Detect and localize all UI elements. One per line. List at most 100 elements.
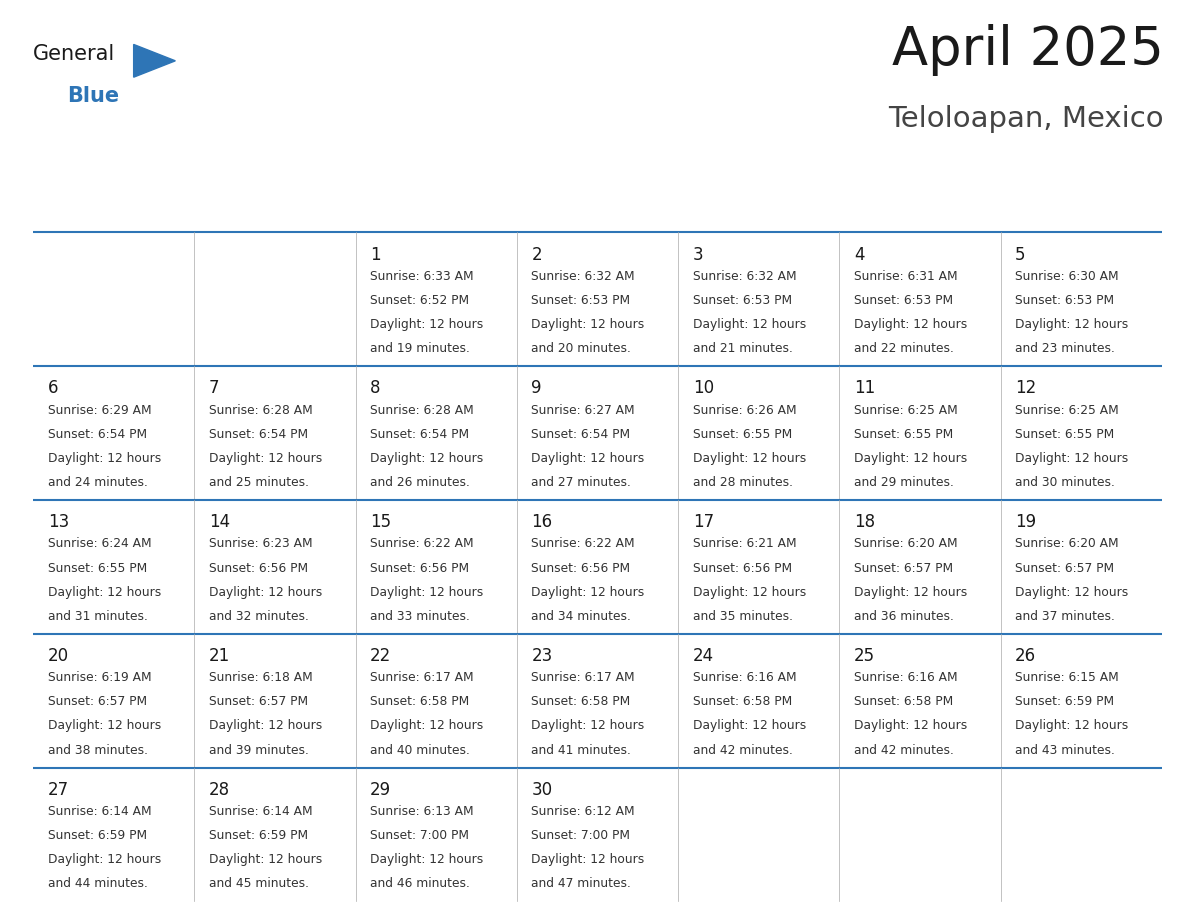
Text: and 34 minutes.: and 34 minutes. [531, 610, 631, 622]
Text: 2: 2 [531, 246, 542, 263]
Text: and 44 minutes.: and 44 minutes. [48, 878, 147, 890]
Text: Daylight: 12 hours: Daylight: 12 hours [531, 586, 645, 599]
Text: General: General [33, 44, 115, 63]
Text: Daylight: 12 hours: Daylight: 12 hours [209, 720, 322, 733]
Text: and 39 minutes.: and 39 minutes. [209, 744, 309, 756]
Text: 28: 28 [209, 781, 230, 799]
Text: Daylight: 12 hours: Daylight: 12 hours [48, 854, 162, 867]
Text: 17: 17 [693, 513, 714, 532]
Text: and 41 minutes.: and 41 minutes. [531, 744, 631, 756]
Text: Thursday: Thursday [694, 194, 778, 211]
Text: Sunset: 6:54 PM: Sunset: 6:54 PM [371, 428, 469, 441]
Text: and 22 minutes.: and 22 minutes. [854, 342, 954, 355]
Text: Sunset: 6:53 PM: Sunset: 6:53 PM [531, 294, 631, 307]
Text: 16: 16 [531, 513, 552, 532]
Text: and 42 minutes.: and 42 minutes. [854, 744, 954, 756]
Text: and 29 minutes.: and 29 minutes. [854, 476, 954, 489]
Text: Sunset: 6:56 PM: Sunset: 6:56 PM [531, 562, 631, 575]
Text: Daylight: 12 hours: Daylight: 12 hours [854, 318, 967, 330]
Text: 26: 26 [1015, 647, 1036, 666]
Text: 9: 9 [531, 379, 542, 397]
Text: Sunrise: 6:30 AM: Sunrise: 6:30 AM [1015, 270, 1119, 283]
Text: Sunrise: 6:12 AM: Sunrise: 6:12 AM [531, 805, 636, 818]
Text: Daylight: 12 hours: Daylight: 12 hours [371, 854, 484, 867]
Text: Tuesday: Tuesday [372, 194, 446, 211]
Text: and 33 minutes.: and 33 minutes. [371, 610, 470, 622]
Text: 19: 19 [1015, 513, 1036, 532]
Text: Sunset: 6:57 PM: Sunset: 6:57 PM [854, 562, 953, 575]
Text: April 2025: April 2025 [892, 25, 1164, 76]
Text: Saturday: Saturday [1017, 194, 1098, 211]
Text: and 46 minutes.: and 46 minutes. [371, 878, 470, 890]
Text: Sunrise: 6:18 AM: Sunrise: 6:18 AM [209, 671, 312, 684]
Text: 25: 25 [854, 647, 876, 666]
Text: Daylight: 12 hours: Daylight: 12 hours [531, 452, 645, 465]
Text: and 43 minutes.: and 43 minutes. [1015, 744, 1116, 756]
Text: Sunrise: 6:25 AM: Sunrise: 6:25 AM [854, 404, 958, 417]
Text: 1: 1 [371, 246, 381, 263]
Text: Daylight: 12 hours: Daylight: 12 hours [693, 318, 805, 330]
Text: Sunrise: 6:14 AM: Sunrise: 6:14 AM [209, 805, 312, 818]
Text: Daylight: 12 hours: Daylight: 12 hours [1015, 586, 1129, 599]
Text: Sunset: 6:56 PM: Sunset: 6:56 PM [371, 562, 469, 575]
Text: 30: 30 [531, 781, 552, 799]
Text: Daylight: 12 hours: Daylight: 12 hours [854, 720, 967, 733]
Text: and 42 minutes.: and 42 minutes. [693, 744, 792, 756]
Text: and 19 minutes.: and 19 minutes. [371, 342, 470, 355]
Text: Sunrise: 6:17 AM: Sunrise: 6:17 AM [371, 671, 474, 684]
Text: Sunrise: 6:32 AM: Sunrise: 6:32 AM [693, 270, 796, 283]
Text: 3: 3 [693, 246, 703, 263]
Text: 20: 20 [48, 647, 69, 666]
Text: Sunrise: 6:32 AM: Sunrise: 6:32 AM [531, 270, 636, 283]
Text: Daylight: 12 hours: Daylight: 12 hours [1015, 318, 1129, 330]
Text: Sunset: 6:58 PM: Sunset: 6:58 PM [693, 695, 792, 709]
Text: Daylight: 12 hours: Daylight: 12 hours [371, 318, 484, 330]
Text: and 37 minutes.: and 37 minutes. [1015, 610, 1116, 622]
Text: Sunrise: 6:33 AM: Sunrise: 6:33 AM [371, 270, 474, 283]
Text: Sunrise: 6:24 AM: Sunrise: 6:24 AM [48, 537, 151, 551]
Text: Sunday: Sunday [50, 194, 116, 211]
Text: and 40 minutes.: and 40 minutes. [371, 744, 470, 756]
Text: and 35 minutes.: and 35 minutes. [693, 610, 792, 622]
Text: Daylight: 12 hours: Daylight: 12 hours [854, 452, 967, 465]
Text: Sunset: 6:53 PM: Sunset: 6:53 PM [693, 294, 792, 307]
Text: Sunrise: 6:21 AM: Sunrise: 6:21 AM [693, 537, 796, 551]
Text: Sunset: 6:55 PM: Sunset: 6:55 PM [854, 428, 953, 441]
Text: Daylight: 12 hours: Daylight: 12 hours [531, 854, 645, 867]
Text: and 23 minutes.: and 23 minutes. [1015, 342, 1116, 355]
Text: Daylight: 12 hours: Daylight: 12 hours [371, 720, 484, 733]
Text: 5: 5 [1015, 246, 1025, 263]
Text: 4: 4 [854, 246, 865, 263]
Text: Sunrise: 6:23 AM: Sunrise: 6:23 AM [209, 537, 312, 551]
Text: Sunset: 6:57 PM: Sunset: 6:57 PM [1015, 562, 1114, 575]
Text: Sunset: 6:58 PM: Sunset: 6:58 PM [371, 695, 469, 709]
Text: Daylight: 12 hours: Daylight: 12 hours [209, 854, 322, 867]
Text: and 47 minutes.: and 47 minutes. [531, 878, 631, 890]
Text: Sunrise: 6:22 AM: Sunrise: 6:22 AM [371, 537, 474, 551]
Text: 6: 6 [48, 379, 58, 397]
Text: Sunrise: 6:20 AM: Sunrise: 6:20 AM [854, 537, 958, 551]
Text: Sunset: 6:55 PM: Sunset: 6:55 PM [1015, 428, 1114, 441]
Text: Sunset: 6:53 PM: Sunset: 6:53 PM [1015, 294, 1114, 307]
Text: Sunrise: 6:25 AM: Sunrise: 6:25 AM [1015, 404, 1119, 417]
Text: 13: 13 [48, 513, 69, 532]
Text: Sunrise: 6:28 AM: Sunrise: 6:28 AM [209, 404, 312, 417]
Text: Sunset: 6:59 PM: Sunset: 6:59 PM [209, 829, 308, 842]
Text: 10: 10 [693, 379, 714, 397]
Text: and 31 minutes.: and 31 minutes. [48, 610, 147, 622]
Text: Daylight: 12 hours: Daylight: 12 hours [371, 452, 484, 465]
Polygon shape [133, 44, 176, 77]
Text: Daylight: 12 hours: Daylight: 12 hours [209, 452, 322, 465]
Text: Sunrise: 6:16 AM: Sunrise: 6:16 AM [854, 671, 958, 684]
Text: and 45 minutes.: and 45 minutes. [209, 878, 309, 890]
Text: 23: 23 [531, 647, 552, 666]
Text: Daylight: 12 hours: Daylight: 12 hours [693, 452, 805, 465]
Text: Sunrise: 6:20 AM: Sunrise: 6:20 AM [1015, 537, 1119, 551]
Text: Sunrise: 6:13 AM: Sunrise: 6:13 AM [371, 805, 474, 818]
Text: and 20 minutes.: and 20 minutes. [531, 342, 631, 355]
Text: Sunset: 6:59 PM: Sunset: 6:59 PM [1015, 695, 1114, 709]
Text: 11: 11 [854, 379, 876, 397]
Text: Teloloapan, Mexico: Teloloapan, Mexico [889, 105, 1164, 132]
Text: Daylight: 12 hours: Daylight: 12 hours [693, 586, 805, 599]
Text: and 24 minutes.: and 24 minutes. [48, 476, 147, 489]
